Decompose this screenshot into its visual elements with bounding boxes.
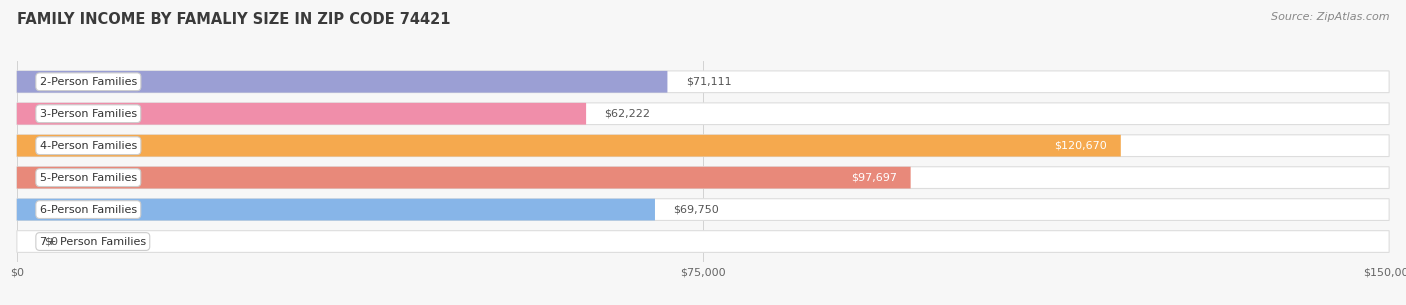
Text: $120,670: $120,670 [1054, 141, 1107, 151]
Text: 2-Person Families: 2-Person Families [39, 77, 136, 87]
FancyBboxPatch shape [17, 103, 586, 124]
FancyBboxPatch shape [17, 71, 668, 93]
Text: 5-Person Families: 5-Person Families [39, 173, 136, 183]
Text: Source: ZipAtlas.com: Source: ZipAtlas.com [1271, 12, 1389, 22]
Text: 4-Person Families: 4-Person Families [39, 141, 136, 151]
Text: FAMILY INCOME BY FAMALIY SIZE IN ZIP CODE 74421: FAMILY INCOME BY FAMALIY SIZE IN ZIP COD… [17, 12, 450, 27]
FancyBboxPatch shape [17, 199, 655, 221]
Text: 6-Person Families: 6-Person Families [39, 205, 136, 215]
Text: 7+ Person Families: 7+ Person Families [39, 237, 146, 246]
Text: $71,111: $71,111 [686, 77, 731, 87]
FancyBboxPatch shape [17, 135, 1389, 156]
FancyBboxPatch shape [17, 199, 1389, 221]
FancyBboxPatch shape [17, 103, 1389, 124]
Text: $0: $0 [45, 237, 58, 246]
FancyBboxPatch shape [17, 167, 1389, 188]
FancyBboxPatch shape [17, 167, 911, 188]
Text: $97,697: $97,697 [851, 173, 897, 183]
Text: $69,750: $69,750 [673, 205, 718, 215]
FancyBboxPatch shape [17, 135, 1121, 156]
FancyBboxPatch shape [17, 71, 1389, 93]
FancyBboxPatch shape [17, 231, 1389, 253]
Text: 3-Person Families: 3-Person Families [39, 109, 136, 119]
Text: $62,222: $62,222 [605, 109, 651, 119]
